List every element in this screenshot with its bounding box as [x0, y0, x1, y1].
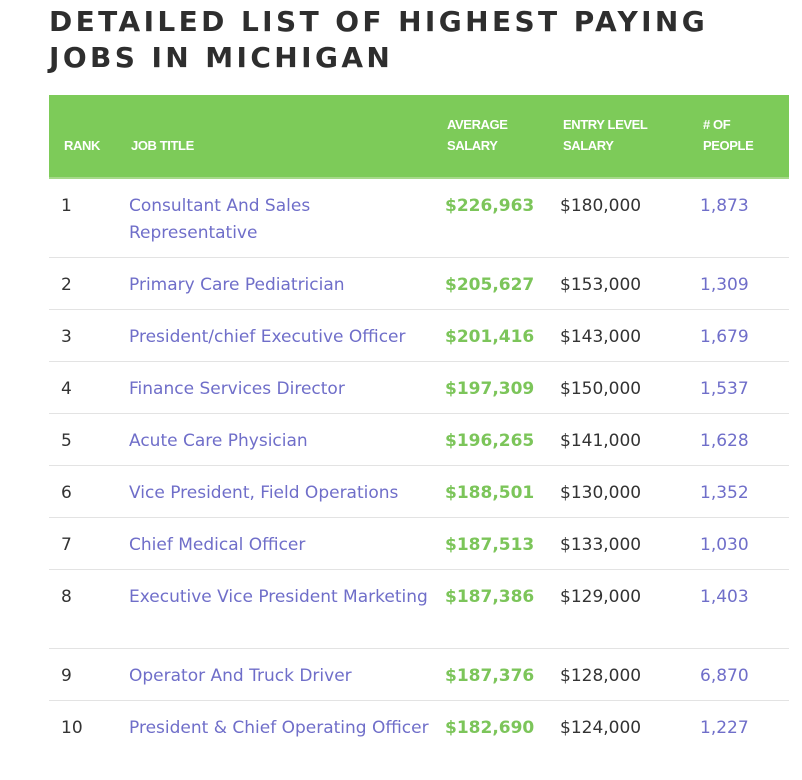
people-count-link[interactable]: 1,309 — [700, 275, 749, 295]
job-title-link[interactable]: Vice President, Field Operations — [129, 483, 399, 503]
rank-cell: 8 — [61, 587, 72, 607]
job-title-link[interactable]: Consultant And Sales Representative — [129, 196, 311, 243]
entry-level-salary-cell: $133,000 — [560, 535, 642, 555]
average-salary-cell: $196,265 — [445, 431, 535, 451]
rank-cell: 3 — [61, 327, 72, 347]
people-count-link[interactable]: 1,873 — [700, 196, 749, 216]
average-salary-cell: $205,627 — [445, 275, 535, 295]
average-salary-cell: $187,376 — [445, 666, 535, 686]
people-count-link[interactable]: 1,628 — [700, 431, 749, 451]
job-title-link[interactable]: Operator And Truck Driver — [129, 666, 352, 686]
people-count-link[interactable]: 1,679 — [700, 327, 749, 347]
job-title-link[interactable]: President/chief Executive Officer — [129, 327, 406, 347]
page-title: DETAILED LIST OF HIGHEST PAYING JOBS IN … — [49, 5, 709, 74]
rank-cell: 2 — [61, 275, 72, 295]
job-title-link[interactable]: Executive Vice President Marketing — [129, 587, 428, 607]
rank-cell: 5 — [61, 431, 72, 451]
jobs-table: RANK JOB TITLE AVERAGE SALARY ENTRY LEVE… — [49, 95, 789, 780]
rank-cell: 9 — [61, 666, 72, 686]
average-salary-cell: $187,513 — [445, 535, 535, 555]
people-count-link[interactable]: 1,030 — [700, 535, 749, 555]
rank-cell: 4 — [61, 379, 72, 399]
header-entry-level-salary: ENTRY LEVEL SALARY — [563, 117, 648, 153]
rank-cell: 7 — [61, 535, 72, 555]
job-title-link[interactable]: Chief Medical Officer — [129, 535, 306, 555]
entry-level-salary-cell: $141,000 — [560, 431, 642, 451]
entry-level-salary-cell: $143,000 — [560, 327, 642, 347]
table-row: 8 Executive Vice President Marketing $18… — [49, 570, 789, 649]
people-count-link[interactable]: 1,537 — [700, 379, 749, 399]
job-title-link[interactable]: Primary Care Pediatrician — [129, 275, 345, 295]
entry-level-salary-cell: $180,000 — [560, 196, 642, 216]
table-row: 9 Operator And Truck Driver $187,376 $12… — [49, 649, 789, 701]
table-row: 3 President/chief Executive Officer $201… — [49, 310, 789, 362]
rank-cell: 10 — [61, 718, 83, 738]
average-salary-cell: $197,309 — [445, 379, 535, 399]
people-count-link[interactable]: 6,870 — [700, 666, 749, 686]
average-salary-cell: $201,416 — [445, 327, 535, 347]
entry-level-salary-cell: $153,000 — [560, 275, 642, 295]
entry-level-salary-cell: $150,000 — [560, 379, 642, 399]
table-row: 2 Primary Care Pediatrician $205,627 $15… — [49, 258, 789, 310]
job-title-link[interactable]: Finance Services Director — [129, 379, 345, 399]
header-average-salary: AVERAGE SALARY — [447, 117, 508, 153]
rank-cell: 6 — [61, 483, 72, 503]
header-num-people: # OF PEOPLE — [703, 117, 754, 153]
table-row: 1 Consultant And Sales Representative $2… — [49, 179, 789, 258]
people-count-link[interactable]: 1,227 — [700, 718, 749, 738]
header-rank: RANK — [64, 138, 100, 153]
rank-cell: 1 — [61, 196, 72, 216]
job-title-link[interactable]: Acute Care Physician — [129, 431, 308, 451]
header-job-title: JOB TITLE — [131, 138, 194, 153]
people-count-link[interactable]: 1,403 — [700, 587, 749, 607]
job-title-link[interactable]: President & Chief Operating Officer — [129, 718, 429, 738]
entry-level-salary-cell: $130,000 — [560, 483, 642, 503]
entry-level-salary-cell: $124,000 — [560, 718, 642, 738]
people-count-link[interactable]: 1,352 — [700, 483, 749, 503]
entry-level-salary-cell: $129,000 — [560, 587, 642, 607]
average-salary-cell: $187,386 — [445, 587, 535, 607]
table-row: 10 President & Chief Operating Officer $… — [49, 701, 789, 780]
entry-level-salary-cell: $128,000 — [560, 666, 642, 686]
average-salary-cell: $182,690 — [445, 718, 535, 738]
table-row: 7 Chief Medical Officer $187,513 $133,00… — [49, 518, 789, 570]
table-row: 4 Finance Services Director $197,309 $15… — [49, 362, 789, 414]
table-header: RANK JOB TITLE AVERAGE SALARY ENTRY LEVE… — [49, 95, 789, 179]
table-row: 5 Acute Care Physician $196,265 $141,000… — [49, 414, 789, 466]
average-salary-cell: $226,963 — [445, 196, 535, 216]
average-salary-cell: $188,501 — [445, 483, 535, 503]
table-row: 6 Vice President, Field Operations $188,… — [49, 466, 789, 518]
